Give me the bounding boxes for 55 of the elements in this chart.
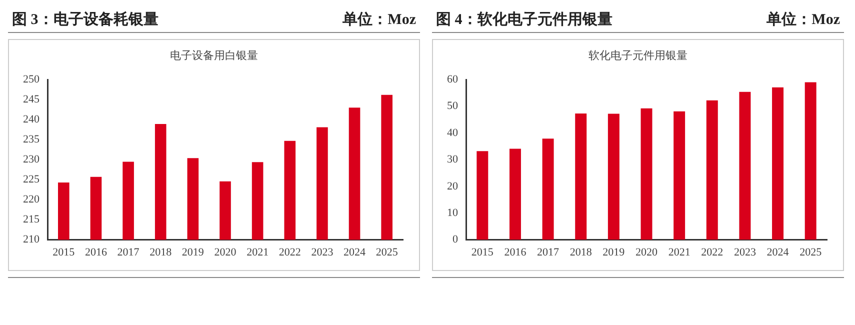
y-tick-label: 210 [23, 234, 40, 246]
y-tick-label: 245 [23, 94, 40, 106]
x-tick-label: 2025 [800, 246, 822, 258]
x-tick-label: 2025 [376, 246, 398, 258]
x-tick-label: 2017 [537, 246, 560, 258]
x-tick-label: 2022 [278, 246, 301, 258]
y-tick-label: 10 [447, 206, 458, 219]
x-tick-label: 2022 [701, 246, 724, 258]
x-tick-label: 2021 [246, 246, 269, 258]
y-tick-label: 230 [23, 154, 40, 166]
x-tick-label: 2018 [150, 246, 172, 258]
text: 单位：Moz [342, 10, 416, 29]
x-tick-label: 2015 [52, 246, 76, 258]
chart-subtitle: 软化电子元件用银量 [588, 49, 688, 63]
x-tick-label: 2015 [471, 246, 494, 258]
bar [542, 138, 554, 240]
bar [804, 82, 816, 240]
text: 单位：Moz [766, 10, 840, 29]
x-tick-label: 2023 [311, 246, 334, 258]
x-tick-label: 2019 [182, 246, 204, 258]
y-tick-label: 235 [23, 134, 40, 146]
x-tick-label: 2017 [117, 246, 140, 258]
x-tick-label: 2024 [766, 246, 790, 258]
bar [706, 100, 718, 240]
bar [575, 114, 587, 240]
x-tick-label: 2020 [214, 246, 237, 258]
y-tick-label: 0 [452, 234, 458, 246]
bar [640, 108, 652, 240]
y-tick-label: 20 [447, 180, 458, 192]
y-tick-label: 40 [447, 126, 458, 139]
y-tick-label: 60 [447, 73, 458, 86]
chart-subtitle: 电子设备用白银量 [169, 49, 259, 63]
x-tick-label: 2016 [504, 246, 527, 258]
y-tick-label: 225 [23, 174, 40, 186]
y-tick-label: 30 [447, 154, 458, 166]
x-tick-label: 2021 [668, 246, 690, 258]
bar [772, 87, 784, 240]
x-tick-label: 2016 [84, 246, 108, 258]
y-tick-label: 220 [23, 194, 40, 206]
x-tick-label: 2020 [636, 246, 658, 258]
y-tick-label: 215 [23, 214, 40, 226]
chart-title: 图 3：电子设备耗银量 [12, 10, 158, 29]
bar [476, 151, 488, 240]
x-tick-label: 2018 [570, 246, 592, 258]
x-tick-label: 2024 [344, 246, 366, 258]
bar [674, 111, 686, 240]
bar [509, 148, 521, 240]
y-tick-label: 250 [23, 73, 40, 86]
bar [739, 92, 751, 240]
y-tick-label: 240 [23, 114, 40, 126]
x-tick-label: 2019 [602, 246, 626, 258]
x-tick-label: 2023 [734, 246, 756, 258]
chart-title: 图 4：软化电子元件用银量 [436, 10, 612, 29]
y-tick-label: 50 [447, 100, 458, 112]
bar [608, 114, 620, 240]
